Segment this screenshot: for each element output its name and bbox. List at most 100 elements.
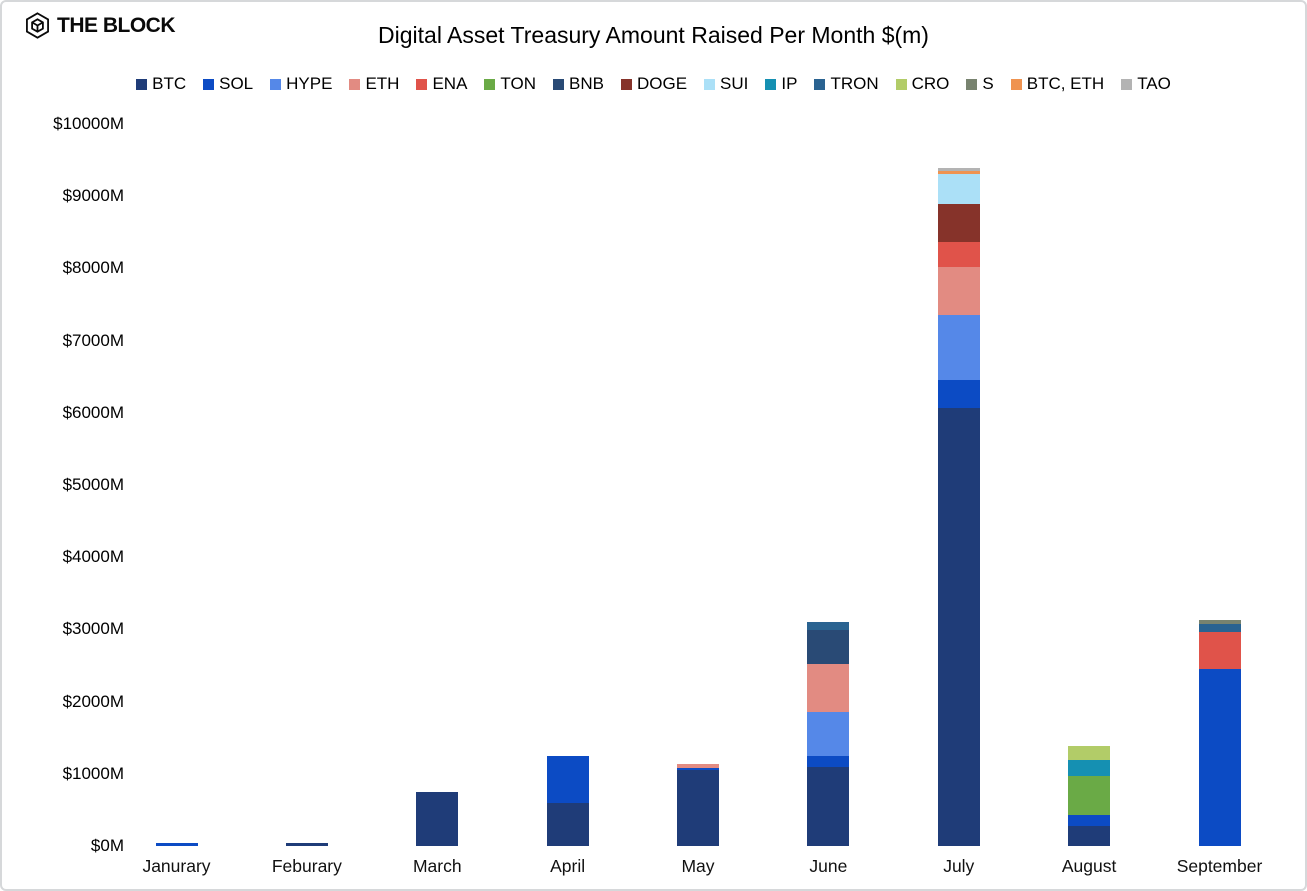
- legend-item-tron: TRON: [814, 74, 879, 94]
- legend-swatch-icon: [270, 78, 282, 90]
- y-axis-tick-label: $1000M: [62, 763, 124, 783]
- legend-swatch-icon: [704, 78, 716, 90]
- legend-label: TON: [500, 74, 536, 93]
- bar-segment-july-ena: [937, 242, 980, 267]
- legend-label: IP: [781, 74, 798, 93]
- bar-segment-september-sol: [1198, 669, 1241, 846]
- legend-item-eth: ETH: [349, 74, 399, 94]
- bar-segment-may-sol: [677, 768, 719, 771]
- legend-swatch-icon: [553, 78, 564, 90]
- legend-item-ip: IP: [765, 74, 797, 94]
- bar-segment-march-btc: [416, 791, 459, 846]
- legend-swatch-icon: [203, 78, 215, 90]
- legend-label: ENA: [432, 74, 468, 93]
- legend-item-ena: ENA: [416, 74, 467, 94]
- y-axis-tick-label: $0M: [90, 836, 124, 855]
- y-axis-tick-label: $2000M: [62, 691, 124, 711]
- y-axis-tick-label: $4000M: [62, 547, 124, 567]
- x-axis-label-janurary: Janurary: [142, 856, 211, 876]
- x-axis-label-may: May: [681, 856, 715, 876]
- legend-swatch-icon: [620, 78, 632, 90]
- bar-segment-july-eth: [937, 266, 980, 316]
- x-axis-label-june: June: [809, 856, 848, 876]
- legend-item-doge: DOGE: [620, 74, 688, 94]
- legend-item-s: S: [966, 74, 994, 94]
- y-axis-tick-label: $9000M: [62, 186, 124, 206]
- x-axis-label-july: July: [943, 856, 975, 876]
- legend-label: TAO: [1137, 74, 1171, 93]
- x-axis-label-april: April: [550, 856, 586, 876]
- bar-segment-july-btc-eth: [937, 170, 980, 174]
- legend-swatch-icon: [136, 78, 148, 90]
- y-axis-tick-label: $3000M: [62, 619, 124, 639]
- y-axis-tick-label: $7000M: [62, 330, 124, 350]
- bar-segment-july-tao: [937, 168, 980, 171]
- y-axis-tick-label: $5000M: [62, 475, 124, 494]
- bar-segment-july-hype: [937, 315, 980, 381]
- legend-label: HYPE: [286, 74, 333, 93]
- bar-segment-april-sol: [546, 756, 589, 804]
- x-axis-label-september: September: [1176, 856, 1263, 876]
- legend-item-bnb: BNB: [553, 74, 604, 94]
- bar-segment-september-tron: [1198, 623, 1241, 632]
- bar-segment-august-sol: [1068, 815, 1111, 827]
- bar-segment-may-eth: [677, 763, 719, 769]
- chart-title: Digital Asset Treasury Amount Raised Per…: [378, 22, 929, 48]
- legend: BTC SOL HYPE ETH ENA TON BNB DOGE SUI IP TRON CRO S B…: [2, 74, 1305, 94]
- bar-segment-august-ton: [1068, 776, 1111, 816]
- legend-item-sol: SOL: [203, 74, 253, 94]
- the-block-logo: THE BLOCK: [24, 12, 176, 39]
- legend-item-sui: SUI: [704, 74, 748, 94]
- legend-item-btc: BTC: [136, 74, 186, 94]
- legend-swatch-icon: [349, 78, 361, 90]
- legend-swatch-icon: [484, 78, 496, 90]
- legend-label: SUI: [720, 74, 749, 93]
- legend-label: S: [982, 74, 994, 93]
- bar-segment-september-ena: [1198, 631, 1241, 670]
- legend-label: BTC: [152, 74, 187, 93]
- legend-swatch-icon: [416, 78, 428, 90]
- bar-segment-july-doge: [937, 203, 980, 243]
- legend-swatch-icon: [895, 78, 907, 90]
- legend-swatch-icon: [966, 78, 978, 90]
- bar-segment-june-btc: [807, 767, 850, 846]
- legend-swatch-icon: [814, 78, 826, 90]
- legend-swatch-icon: [1121, 78, 1133, 90]
- legend-item-btc-eth: BTC, ETH: [1010, 74, 1105, 94]
- x-axis-label-march: March: [412, 856, 462, 876]
- legend-label: BTC, ETH: [1026, 74, 1105, 93]
- legend-item-ton: TON: [484, 74, 536, 94]
- bar-segment-june-sol: [807, 756, 850, 768]
- bar-segment-june-bnb: [807, 630, 850, 665]
- bar-segment-april-btc: [546, 803, 589, 846]
- bar-segment-janurary-sol: [155, 843, 198, 846]
- y-axis-tick-label: $8000M: [62, 258, 124, 278]
- bar-segment-feburary-btc: [285, 843, 328, 846]
- legend-label: CRO: [911, 74, 950, 93]
- bar-segment-june-tron: [807, 622, 850, 631]
- legend-label: SOL: [219, 74, 254, 93]
- bar-segment-july-sui: [937, 173, 980, 204]
- bar-segment-july-btc: [937, 408, 980, 846]
- y-axis-tick-label: $6000M: [62, 402, 124, 422]
- legend-swatch-icon: [1010, 78, 1022, 90]
- legend-label: ETH: [365, 74, 400, 93]
- x-axis-label-august: August: [1061, 856, 1117, 876]
- bar-segment-september-s: [1198, 619, 1241, 624]
- legend-swatch-icon: [765, 78, 777, 90]
- legend-item-hype: HYPE: [270, 74, 332, 94]
- legend-label: DOGE: [636, 74, 688, 93]
- bar-segment-august-ip: [1068, 759, 1111, 777]
- bar-segment-august-btc: [1068, 826, 1111, 846]
- bar-segment-august-cro: [1068, 745, 1111, 760]
- legend-item-tao: TAO: [1121, 74, 1171, 94]
- the-block-cube-icon: [24, 12, 51, 39]
- y-axis-tick-label: $10000M: [53, 114, 124, 133]
- bar-segment-june-hype: [807, 712, 850, 757]
- legend-label: BNB: [569, 74, 604, 93]
- bar-segment-may-btc: [677, 770, 719, 846]
- bar-segment-june-eth: [807, 664, 850, 713]
- legend-item-cro: CRO: [895, 74, 950, 94]
